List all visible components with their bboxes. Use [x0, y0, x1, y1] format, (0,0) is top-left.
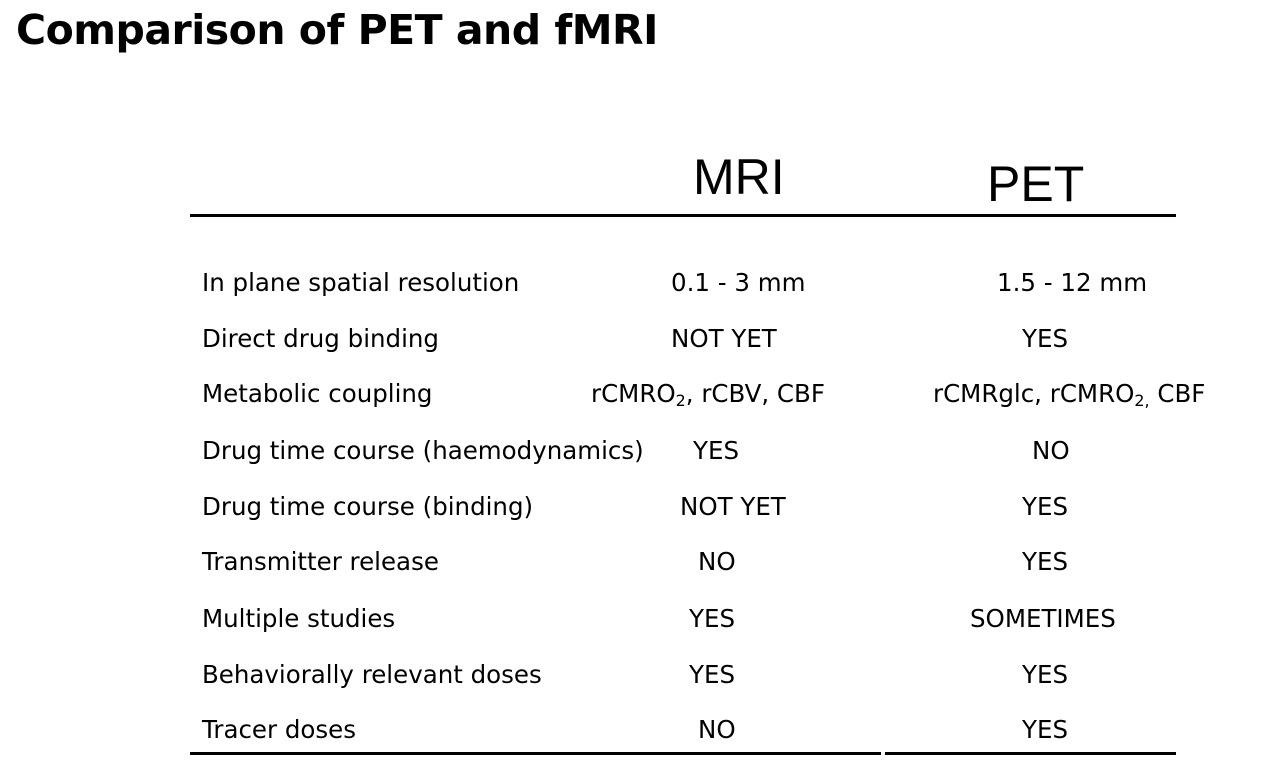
table-bottom-rule-left [190, 752, 881, 755]
row-label-spatial-resolution: In plane spatial resolution [202, 268, 520, 297]
mri-value-direct-drug-binding: NOT YET [671, 324, 777, 353]
table-bottom-rule-right [885, 752, 1176, 755]
table-top-rule [190, 214, 1176, 217]
row-label-tracer-doses: Tracer doses [202, 715, 356, 744]
pet-value-drug-time-course-binding: YES [1022, 492, 1068, 521]
pet-value-behaviorally-relevant-doses: YES [1022, 660, 1068, 689]
row-label-direct-drug-binding: Direct drug binding [202, 324, 439, 353]
mri-value-transmitter-release: NO [698, 547, 736, 576]
row-label-drug-time-course-binding: Drug time course (binding) [202, 492, 534, 521]
page-title: Comparison of PET and fMRI [16, 6, 658, 54]
mri-value-tracer-doses: NO [698, 715, 736, 744]
mri-value-spatial-resolution: 0.1 - 3 mm [671, 268, 806, 297]
mri-value-multiple-studies: YES [689, 604, 735, 633]
mri-value-drug-time-course-haemodynamics: YES [693, 436, 739, 465]
row-label-multiple-studies: Multiple studies [202, 604, 396, 633]
row-label-metabolic-coupling: Metabolic coupling [202, 379, 433, 408]
column-header-pet: PET [987, 156, 1085, 212]
row-label-transmitter-release: Transmitter release [202, 547, 439, 576]
mri-value-behaviorally-relevant-doses: YES [689, 660, 735, 689]
pet-value-direct-drug-binding: YES [1022, 324, 1068, 353]
column-header-mri: MRI [693, 149, 785, 205]
pet-value-drug-time-course-haemodynamics: NO [1032, 436, 1070, 465]
mri-value-drug-time-course-binding: NOT YET [680, 492, 786, 521]
mri-value-metabolic-coupling: rCMRO2, rCBV, CBF [591, 379, 825, 410]
row-label-drug-time-course-haemodynamics: Drug time course (haemodynamics) [202, 436, 644, 465]
pet-value-multiple-studies: SOMETIMES [970, 604, 1116, 633]
pet-value-spatial-resolution: 1.5 - 12 mm [997, 268, 1148, 297]
pet-value-transmitter-release: YES [1022, 547, 1068, 576]
row-label-behaviorally-relevant-doses: Behaviorally relevant doses [202, 660, 542, 689]
pet-value-metabolic-coupling: rCMRglc, rCMRO2, CBF [933, 379, 1206, 410]
pet-value-tracer-doses: YES [1022, 715, 1068, 744]
